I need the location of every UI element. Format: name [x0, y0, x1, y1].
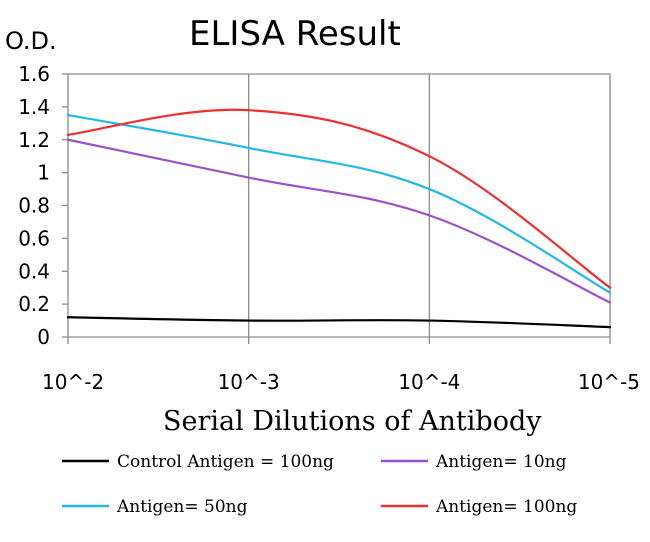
series-line-1 [67, 138, 611, 304]
series-2-point-3 [608, 291, 612, 294]
x-axis-label: Serial Dilutions of Antibody [163, 406, 542, 437]
legend-label-2: Antigen= 50ng [116, 497, 248, 517]
series-2-point-2 [428, 187, 431, 191]
series-1-point-3 [608, 301, 612, 304]
series-0-point-3 [608, 325, 612, 329]
x-tick-label: 10^-3 [218, 370, 280, 394]
x-tick-label: 10^-5 [578, 370, 640, 394]
series-2-point-0 [66, 113, 70, 117]
series-2-point-1 [247, 146, 250, 150]
y-tick-label: 0.2 [18, 292, 50, 316]
series-line-0 [67, 316, 611, 329]
x-tick-label: 10^-4 [398, 370, 460, 394]
y-tick-label: 1.2 [18, 128, 50, 152]
y-tick-label: 0.8 [18, 194, 50, 218]
series-1-point-2 [428, 214, 431, 217]
y-tick-label: 0.6 [18, 226, 50, 250]
series-1-point-1 [247, 176, 250, 179]
y-tick-label: 1.6 [18, 62, 50, 86]
chart-title: ELISA Result [189, 14, 401, 54]
y-tick-label: 1.4 [18, 95, 50, 119]
series-0-point-0 [66, 316, 70, 319]
series-1-point-0 [66, 138, 70, 141]
grid-layer [67, 73, 611, 337]
series-3-point-3 [608, 286, 612, 289]
x-tick-label: 10^-2 [42, 370, 104, 394]
y-tick-label: 1 [37, 161, 50, 185]
series-layer [66, 108, 612, 329]
series-line-3 [67, 108, 611, 289]
y-axis-label: O.D. [5, 27, 57, 55]
y-tick-label: 0.4 [18, 259, 50, 283]
legend-label-3: Antigen= 100ng [435, 497, 577, 517]
series-3-point-2 [428, 154, 431, 158]
y-tick-label: 0 [37, 325, 50, 349]
legend: Control Antigen = 100ng Antigen= 10ng Anti… [62, 452, 577, 517]
series-3-point-1 [247, 108, 250, 112]
axis-layer [62, 73, 611, 344]
legend-label-1: Antigen= 10ng [435, 452, 567, 472]
series-3-point-0 [66, 133, 70, 137]
tick-layer: 0 0.2 0.4 0.6 0.8 1 1.2 1.4 1.6 10^-2 10^-3 10^-4 10… [18, 62, 640, 394]
series-0-point-1 [247, 319, 250, 322]
series-line-2 [67, 114, 611, 294]
legend-label-0: Control Antigen = 100ng [117, 452, 334, 472]
series-0-point-2 [428, 319, 431, 322]
